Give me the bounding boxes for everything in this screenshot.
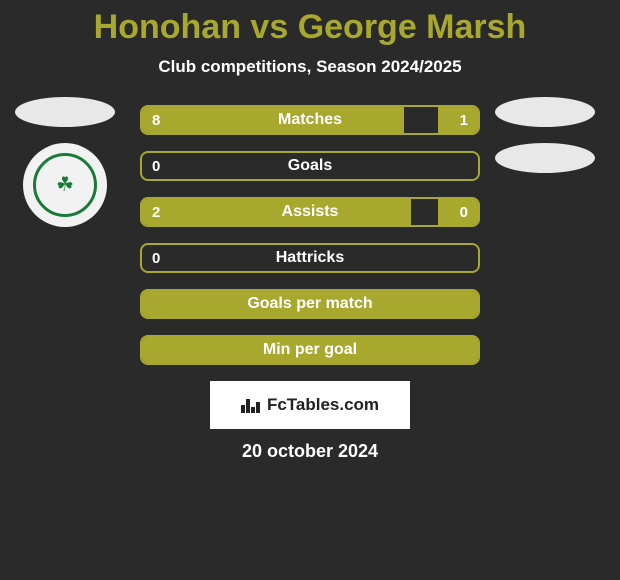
bar-label: Goals per match bbox=[142, 291, 478, 317]
bar-label: Min per goal bbox=[142, 337, 478, 363]
date-text: 20 october 2024 bbox=[0, 441, 620, 462]
brand-text: FcTables.com bbox=[267, 395, 379, 415]
bar-label: Goals bbox=[142, 153, 478, 179]
bar-label: Matches bbox=[142, 107, 478, 133]
shamrock-icon: ☘ bbox=[56, 175, 74, 195]
stat-bar: 81Matches bbox=[140, 105, 480, 135]
fctables-brand: FcTables.com bbox=[241, 395, 379, 415]
page-title: Honohan vs George Marsh bbox=[0, 8, 620, 47]
content-area: ☘ 81Matches 0Goals 20Assists 0Hattricks Goal… bbox=[0, 105, 620, 365]
stat-bar: Min per goal bbox=[140, 335, 480, 365]
subtitle: Club competitions, Season 2024/2025 bbox=[0, 57, 620, 77]
bar-label: Assists bbox=[142, 199, 478, 225]
stat-bar: 0Goals bbox=[140, 151, 480, 181]
left-flag-icon bbox=[15, 97, 115, 127]
right-flag-icon bbox=[495, 97, 595, 127]
stat-bar: 0Hattricks bbox=[140, 243, 480, 273]
footer-brand-box: FcTables.com bbox=[210, 381, 410, 429]
comparison-card: Honohan vs George Marsh Club competition… bbox=[0, 0, 620, 462]
right-club-placeholder bbox=[495, 143, 595, 173]
left-club-logo: ☘ bbox=[23, 143, 107, 227]
shamrock-rovers-badge: ☘ bbox=[33, 153, 97, 217]
bars-icon bbox=[241, 397, 261, 413]
stats-bars: 81Matches 0Goals 20Assists 0Hattricks Goals … bbox=[140, 105, 480, 365]
left-player-column: ☘ bbox=[10, 97, 120, 227]
bar-label: Hattricks bbox=[142, 245, 478, 271]
stat-bar: Goals per match bbox=[140, 289, 480, 319]
stat-bar: 20Assists bbox=[140, 197, 480, 227]
right-player-column bbox=[480, 97, 610, 173]
